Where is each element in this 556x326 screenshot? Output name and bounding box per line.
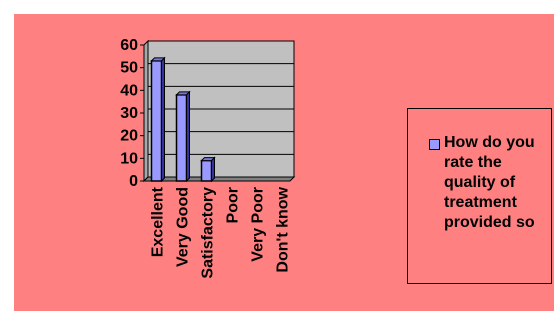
bar — [150, 60, 163, 182]
plot-floor — [142, 176, 296, 182]
x-tick-label: Don't know — [275, 186, 292, 272]
y-tick-label: 20 — [120, 128, 138, 145]
bar — [175, 94, 188, 182]
legend-label: How do you rate the quality of treatment… — [444, 134, 535, 231]
y-tick-label: 0 — [129, 173, 138, 190]
bar-side — [211, 156, 215, 183]
x-tick-label: Very Poor — [250, 187, 267, 262]
x-tick-label: Poor — [225, 187, 242, 223]
y-tick-label: 10 — [120, 150, 138, 167]
y-tick-label: 60 — [120, 37, 138, 54]
y-tick-label: 50 — [120, 60, 138, 77]
bar-side — [161, 56, 165, 183]
legend-swatch — [429, 139, 440, 150]
chart-area: 0 10 20 30 40 50 60 Excellent Very Good Satisfact… — [14, 14, 554, 311]
y-tick-label: 40 — [120, 82, 138, 99]
legend: How do you rate the quality of treatment… — [407, 108, 552, 284]
bar — [200, 159, 213, 182]
bar-chart: 0 10 20 30 40 50 60 Excellent Very Good Satisfact… — [120, 37, 296, 279]
y-tick-label: 30 — [120, 105, 138, 122]
bar-side — [186, 90, 190, 183]
plot-side-wall — [143, 39, 149, 183]
x-tick-label: Very Good — [175, 187, 192, 267]
x-tick-label: Satisfactory — [200, 187, 217, 279]
x-tick-label: Excellent — [150, 186, 167, 257]
